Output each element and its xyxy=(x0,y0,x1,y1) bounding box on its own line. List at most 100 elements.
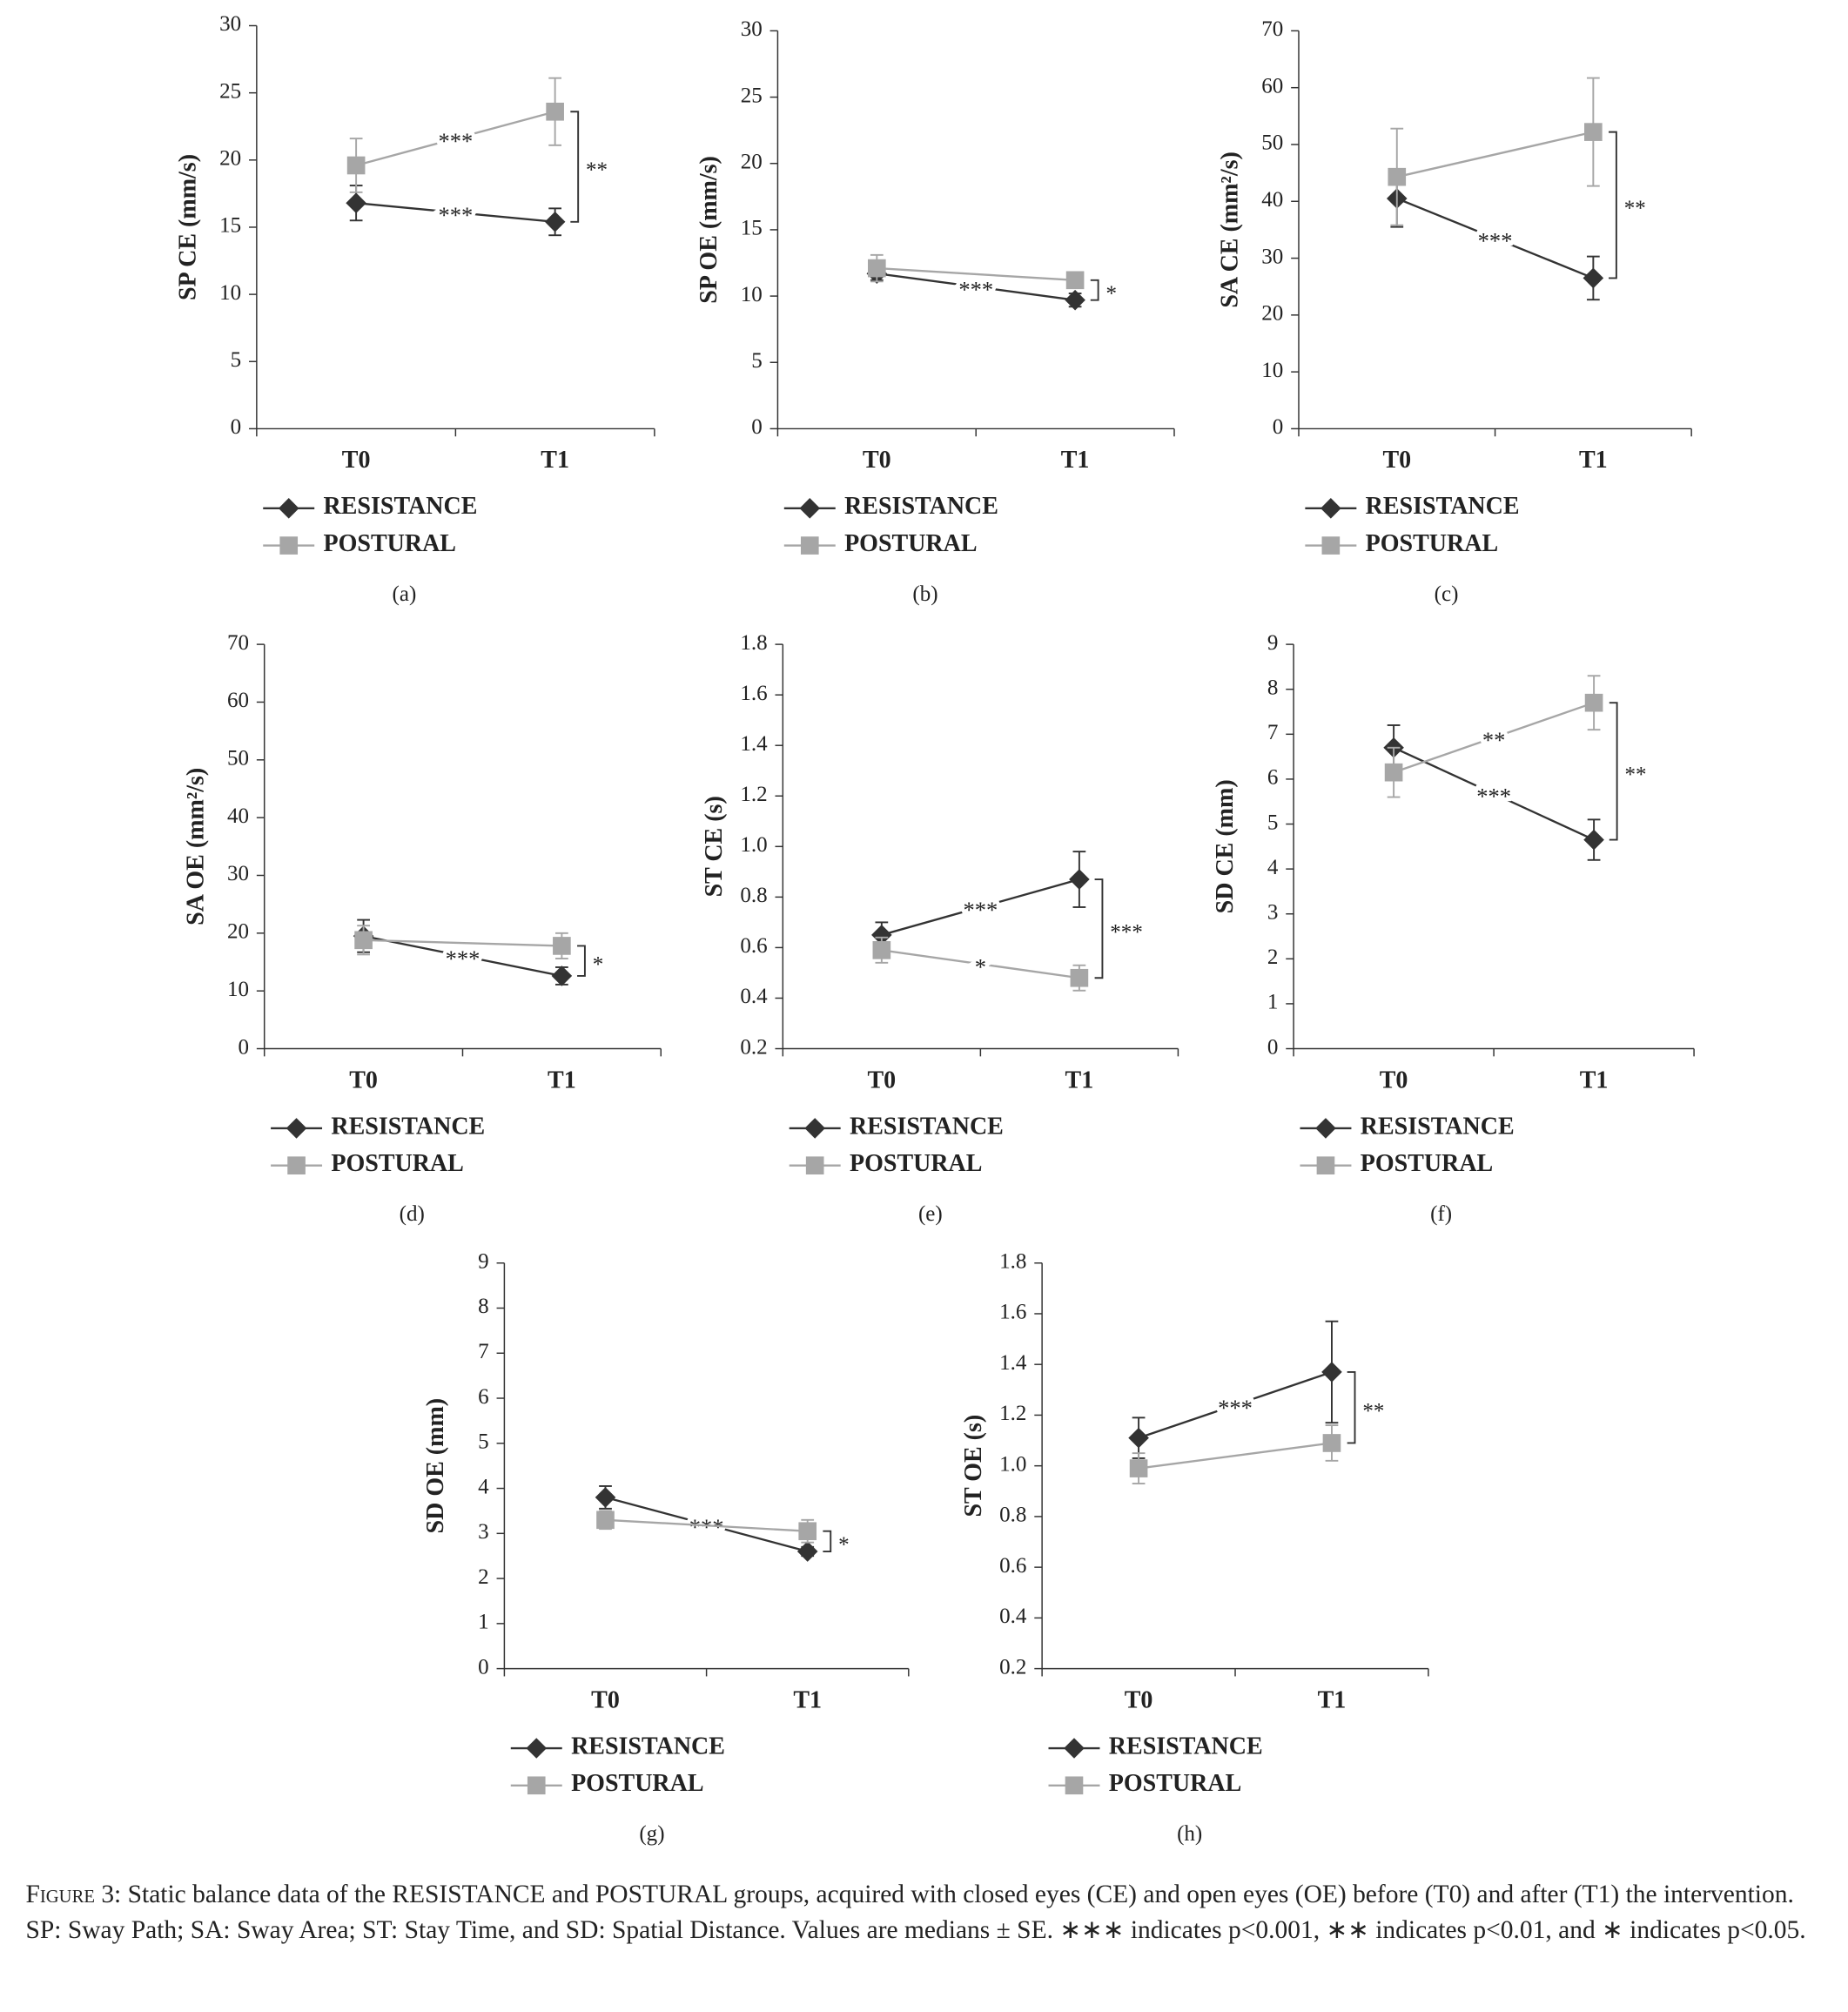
marker xyxy=(1064,1738,1085,1759)
y-axis-label: SA OE (mm²/s) xyxy=(182,768,209,925)
marker xyxy=(1070,968,1089,987)
y-tick-label: 70 xyxy=(1261,17,1283,41)
y-tick-label: 5 xyxy=(231,348,242,372)
y-tick-label: 50 xyxy=(1261,131,1283,155)
x-tick-label: T0 xyxy=(342,447,371,474)
panel-label: (f) xyxy=(1430,1202,1452,1226)
marker xyxy=(278,498,299,519)
marker xyxy=(1583,829,1604,851)
marker xyxy=(1584,123,1603,141)
y-tick-label: 1.8 xyxy=(740,631,767,655)
bracket xyxy=(823,1530,832,1552)
y-tick-label: 0.4 xyxy=(999,1605,1027,1628)
group-significance: ** xyxy=(1362,1399,1384,1423)
significance: *** xyxy=(963,897,998,923)
y-tick-label: 1.4 xyxy=(740,732,768,756)
legend-label: POSTURAL xyxy=(1361,1150,1493,1177)
panel-label: (d) xyxy=(400,1202,425,1226)
y-tick-label: 0 xyxy=(478,1655,489,1679)
group-significance: *** xyxy=(1110,920,1143,944)
y-tick-label: 0.4 xyxy=(740,985,768,1008)
y-tick-label: 0 xyxy=(1273,415,1284,439)
marker xyxy=(527,1776,546,1795)
significance: *** xyxy=(689,1514,724,1540)
y-tick-label: 30 xyxy=(741,17,763,41)
y-tick-label: 15 xyxy=(219,214,241,238)
legend-label: RESISTANCE xyxy=(850,1113,1004,1140)
marker xyxy=(287,1156,306,1175)
marker xyxy=(346,156,366,175)
x-tick-label: T0 xyxy=(868,1067,897,1093)
marker xyxy=(1065,1776,1084,1795)
series-line xyxy=(1138,1370,1333,1439)
y-tick-label: 5 xyxy=(478,1430,489,1454)
y-tick-label: 30 xyxy=(1261,245,1283,268)
group-significance: * xyxy=(838,1533,850,1557)
y-tick-label: 20 xyxy=(1261,302,1283,326)
y-tick-label: 1.4 xyxy=(999,1351,1027,1375)
y-tick-label: 30 xyxy=(227,862,249,885)
y-tick-label: 10 xyxy=(1261,359,1283,382)
significance: *** xyxy=(1218,1395,1253,1421)
significance: *** xyxy=(438,202,473,228)
series-line xyxy=(363,934,562,978)
x-tick-label: T0 xyxy=(591,1686,620,1713)
series-line xyxy=(605,1518,808,1532)
y-tick-label: 50 xyxy=(227,747,249,770)
y-tick-label: 7 xyxy=(1267,721,1279,744)
y-tick-label: 6 xyxy=(1267,766,1279,790)
x-tick-label: T0 xyxy=(863,447,891,474)
series-line xyxy=(363,939,562,947)
y-tick-label: 0 xyxy=(231,415,242,439)
marker xyxy=(551,966,573,986)
series-line xyxy=(881,949,1080,979)
caption-text: Static balance data of the RESISTANCE an… xyxy=(25,1880,1806,1945)
marker xyxy=(595,1487,616,1508)
significance: *** xyxy=(1478,228,1513,254)
series-line xyxy=(1396,197,1594,279)
marker xyxy=(796,1541,818,1562)
series-line xyxy=(605,1496,809,1553)
y-tick-label: 4 xyxy=(478,1475,489,1498)
y-tick-label: 1.0 xyxy=(999,1452,1026,1476)
y-tick-label: 0.6 xyxy=(740,934,767,958)
y-axis-label: SP CE (mm/s) xyxy=(175,154,202,300)
x-tick-label: T1 xyxy=(1065,1067,1094,1093)
y-axis-label: ST CE (s) xyxy=(701,796,728,897)
series-line xyxy=(881,878,1080,937)
y-tick-label: 40 xyxy=(227,804,249,828)
y-tick-label: 7 xyxy=(478,1340,489,1363)
marker xyxy=(1069,869,1090,890)
y-tick-label: 30 xyxy=(219,12,241,36)
y-axis-label: SP OE (mm/s) xyxy=(696,156,722,304)
marker xyxy=(1065,289,1085,311)
marker xyxy=(1128,1427,1149,1449)
y-tick-label: 1.2 xyxy=(740,783,767,806)
y-tick-label: 3 xyxy=(1267,900,1279,924)
y-tick-label: 0.2 xyxy=(740,1035,767,1059)
significance: *** xyxy=(958,276,993,302)
y-tick-label: 20 xyxy=(219,147,241,171)
marker xyxy=(1129,1459,1148,1477)
y-tick-label: 60 xyxy=(227,689,249,712)
marker xyxy=(544,211,566,232)
y-tick-label: 3 xyxy=(478,1520,489,1544)
y-tick-label: 10 xyxy=(227,978,249,1001)
marker xyxy=(867,259,886,278)
bracket xyxy=(577,945,586,977)
bracket xyxy=(1347,1370,1356,1444)
x-tick-label: T1 xyxy=(1061,447,1090,474)
y-tick-label: 0.6 xyxy=(999,1554,1026,1578)
y-tick-label: 10 xyxy=(741,283,763,306)
panel-label: (c) xyxy=(1435,582,1459,606)
y-tick-label: 20 xyxy=(227,920,249,944)
marker xyxy=(872,941,891,959)
marker xyxy=(1320,498,1341,519)
y-tick-label: 1.2 xyxy=(999,1402,1026,1425)
x-tick-label: T0 xyxy=(1382,447,1411,474)
legend-label: RESISTANCE xyxy=(331,1113,485,1140)
marker xyxy=(871,925,892,945)
legend-label: RESISTANCE xyxy=(1109,1733,1263,1760)
x-tick-label: T1 xyxy=(1579,447,1608,474)
y-axis-label: SD OE (mm) xyxy=(422,1398,449,1534)
